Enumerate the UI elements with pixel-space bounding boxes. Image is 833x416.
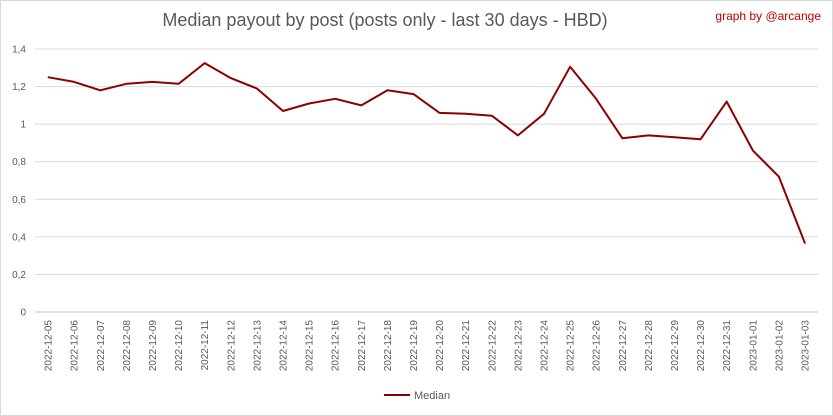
gridlines <box>35 48 818 313</box>
series-line-median <box>47 62 806 244</box>
x-tick-label: 2022-12-05 <box>44 320 55 372</box>
data-point <box>204 62 206 64</box>
data-point <box>178 83 180 85</box>
x-tick-label: 2023-01-01 <box>748 320 759 372</box>
x-tick-label: 2022-12-27 <box>618 320 629 372</box>
x-tick-label: 2022-12-09 <box>148 320 159 372</box>
x-tick-label: 2022-12-06 <box>70 320 81 372</box>
x-tick-label: 2022-12-15 <box>305 320 316 372</box>
x-tick-label: 2022-12-08 <box>122 320 133 372</box>
x-tick-label: 2022-12-13 <box>252 320 263 372</box>
data-point <box>778 176 780 178</box>
data-point <box>726 101 728 103</box>
x-tick-label: 2022-12-11 <box>200 320 211 371</box>
x-tick-label: 2022-12-23 <box>513 320 524 372</box>
data-point <box>412 93 414 95</box>
x-tick-label: 2022-12-30 <box>696 320 707 372</box>
y-tick-label: 0,4 <box>12 232 26 243</box>
data-point <box>465 113 467 115</box>
x-tick-label: 2022-12-10 <box>174 320 185 372</box>
x-tick-label: 2022-12-17 <box>357 320 368 372</box>
x-tick-label: 2023-01-02 <box>774 320 785 372</box>
data-point <box>386 89 388 91</box>
x-tick-label: 2023-01-03 <box>800 320 811 372</box>
data-point <box>673 136 675 138</box>
data-point <box>47 76 49 78</box>
y-tick-label: 0,8 <box>12 157 26 168</box>
data-point <box>73 81 75 83</box>
chart-credit: graph by @arcange <box>715 9 821 23</box>
x-tick-label: 2022-12-31 <box>722 320 733 372</box>
x-tick-label: 2022-12-07 <box>96 320 107 372</box>
data-point <box>282 110 284 112</box>
data-point <box>621 137 623 139</box>
x-tick-label: 2022-12-20 <box>435 320 446 372</box>
series-group <box>47 62 806 244</box>
data-point <box>517 134 519 136</box>
x-axis-tick-labels: 2022-12-05 2022-12-06 2022-12-07 2022-12-08… <box>44 320 812 372</box>
y-tick-label: 0,2 <box>12 270 26 281</box>
x-tick-label: 2022-12-24 <box>539 320 550 372</box>
x-tick-label: 2022-12-14 <box>278 320 289 372</box>
data-point <box>491 115 493 117</box>
data-point <box>647 134 649 136</box>
x-tick-label: 2022-12-22 <box>487 320 498 372</box>
legend: Median <box>384 390 450 402</box>
data-point <box>569 66 571 68</box>
x-tick-label: 2022-12-26 <box>592 320 603 372</box>
x-tick-label: 2022-12-19 <box>409 320 420 372</box>
data-point <box>543 113 545 115</box>
x-tick-label: 2022-12-29 <box>670 320 681 372</box>
legend-label: Median <box>414 390 450 402</box>
data-point <box>99 89 101 91</box>
x-tick-label: 2022-12-18 <box>383 320 394 372</box>
y-tick-label: 0 <box>20 308 26 319</box>
data-point <box>804 242 806 244</box>
data-point <box>256 87 258 89</box>
data-point <box>360 104 362 106</box>
data-point <box>151 81 153 83</box>
data-point <box>125 83 127 85</box>
data-point <box>595 98 597 100</box>
data-point <box>308 102 310 104</box>
chart-title: Median payout by post (posts only - last… <box>162 10 608 30</box>
data-point <box>700 138 702 140</box>
x-tick-label: 2022-12-28 <box>644 320 655 372</box>
y-tick-label: 1,2 <box>12 82 26 93</box>
y-tick-label: 1,4 <box>12 45 26 56</box>
data-point <box>439 112 441 114</box>
x-tick-label: 2022-12-12 <box>226 320 237 372</box>
x-tick-label: 2022-12-25 <box>566 320 577 372</box>
y-axis-tick-labels: 0 0,2 0,4 0,6 0,8 1 1,2 1,4 <box>12 45 26 319</box>
data-point <box>334 98 336 100</box>
data-point <box>230 77 232 79</box>
data-point <box>752 149 754 151</box>
x-tick-label: 2022-12-16 <box>331 320 342 372</box>
y-tick-label: 1 <box>20 120 26 131</box>
y-tick-label: 0,6 <box>12 195 26 206</box>
x-tick-label: 2022-12-21 <box>461 320 472 372</box>
